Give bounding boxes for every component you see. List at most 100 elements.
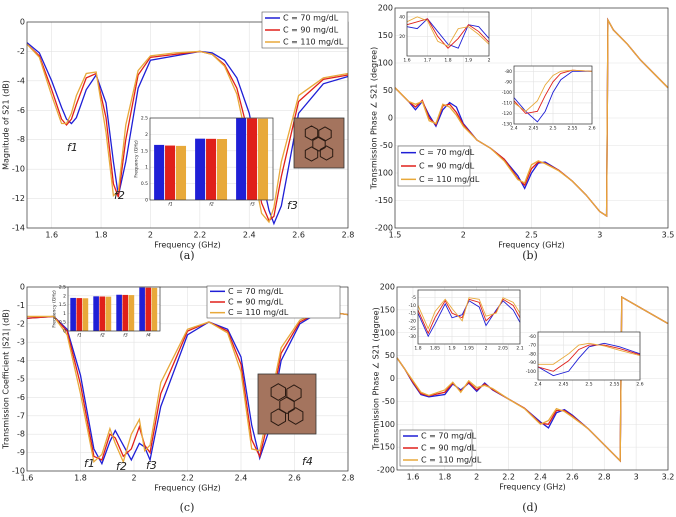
y-tick-label: -25: [409, 326, 416, 332]
annotation: f1: [67, 141, 78, 154]
legend-label: C = 110 mg/dL: [421, 456, 482, 465]
x-tick-label: f1: [77, 333, 82, 339]
y-tick-label: 0.5: [59, 320, 66, 326]
y-tick-label: -10: [12, 165, 25, 174]
x-tick-label: 2.8: [342, 231, 355, 240]
x-tick-label: 1.7: [424, 58, 431, 64]
y-tick-label: -120: [502, 111, 512, 117]
axes-frame: [26, 21, 349, 229]
y-tick-label: -80: [505, 69, 512, 75]
bar: [175, 145, 187, 200]
series-line: [417, 300, 521, 338]
y-tick-label: 2: [63, 293, 66, 299]
x-tick-label: 1.8: [414, 346, 421, 352]
y-tick-label: -110: [502, 100, 512, 106]
y-tick-label: -2: [17, 47, 25, 56]
x-tick-label: 1.9: [448, 346, 455, 352]
benzene-ring: [270, 408, 286, 427]
panel-caption: (d): [522, 501, 538, 514]
axes-frame: [537, 331, 641, 381]
y-tick-label: 0: [20, 18, 25, 27]
bar: [122, 294, 129, 331]
y-tick-label: -30: [409, 334, 416, 340]
panel-caption: (a): [179, 249, 194, 262]
x-tick-label: 1.6: [21, 474, 34, 483]
x-tick-label: f3: [123, 333, 128, 339]
y-tick-label: 150: [378, 31, 393, 40]
x-tick-label: f2: [100, 333, 105, 339]
y-tick-label: 0: [63, 329, 66, 335]
y-tick-label: -14: [12, 224, 25, 233]
legend-box: [206, 285, 341, 319]
x-tick-label: 2.05: [498, 346, 508, 352]
axes-frame: [513, 65, 593, 125]
series-line: [396, 295, 669, 463]
x-tick-label: 2: [131, 474, 136, 483]
axes-frame: [396, 286, 669, 471]
series-line: [26, 43, 349, 222]
benzene-ring: [270, 383, 286, 401]
bar: [76, 298, 83, 331]
y-tick-label: 50: [383, 86, 393, 95]
y-tick-label: -150: [375, 196, 393, 205]
y-tick-label: -60: [529, 334, 536, 340]
x-axis-label: Frequency (GHz): [499, 482, 566, 491]
y-tick-label: 100: [378, 59, 393, 68]
bar: [145, 287, 152, 331]
bar: [247, 118, 258, 200]
y-axis-label: Magnitude of S21 (dB): [2, 80, 11, 170]
y-tick-label: -130: [502, 122, 512, 128]
y-axis-label: Transmission Coefficient |S21| (dB): [2, 309, 11, 450]
x-tick-label: 1.8: [74, 474, 87, 483]
x-tick-label: 3: [634, 473, 639, 482]
x-tick-label: 1.6: [403, 58, 410, 64]
x-axis-label: Frequency (GHz): [498, 240, 565, 249]
benzene-ring: [304, 125, 319, 141]
bar: [216, 138, 228, 200]
legend-label: C = 110 mg/dL: [228, 308, 289, 317]
y-tick-label: 20: [399, 34, 405, 40]
benzene-ring: [319, 145, 334, 161]
x-tick-label: 2.6: [588, 126, 595, 132]
axes-frame: [406, 11, 490, 57]
x-tick-label: 2.4: [235, 474, 248, 483]
y-tick-label: -5: [17, 375, 25, 384]
x-tick-label: 1.9: [465, 58, 472, 64]
x-tick-label: 1.8: [438, 473, 451, 482]
benzene-ring: [288, 407, 304, 425]
axes-frame: [149, 117, 274, 201]
x-tick-label: 2: [461, 231, 466, 240]
x-tick-label: 1.6: [45, 231, 58, 240]
x-tick-label: 2: [148, 231, 153, 240]
x-tick-label: 2.4: [510, 126, 517, 132]
annotation: f2: [116, 460, 127, 473]
y-tick-label: 0: [145, 198, 148, 204]
y-tick-label: -200: [377, 466, 395, 475]
x-tick-label: 2.2: [502, 473, 515, 482]
y-tick-label: 1.5: [59, 302, 66, 308]
legend-label: C = 110 mg/dL: [283, 38, 344, 47]
x-tick-label: 2: [474, 473, 479, 482]
y-tick-label: -100: [502, 90, 512, 96]
bar: [105, 296, 112, 331]
y-tick-label: -6: [17, 106, 25, 115]
annotation: f3: [287, 199, 298, 212]
y-tick-label: 200: [378, 4, 393, 13]
y-tick-label: -90: [529, 360, 536, 366]
y-tick-label: 0: [390, 374, 395, 383]
x-tick-label: 1.8: [444, 58, 451, 64]
legend-label: C = 70 mg/dL: [421, 432, 477, 441]
axes-frame: [67, 286, 161, 332]
x-tick-label: 2: [488, 58, 491, 64]
series-line: [537, 342, 641, 377]
bar: [257, 118, 269, 200]
bar: [151, 287, 158, 331]
y-tick-label: -50: [380, 141, 393, 150]
y-tick-label: 100: [380, 328, 395, 337]
y-axis-label: Transmission Phase ∠ S21 (degree): [372, 307, 381, 450]
y-tick-label: -1: [17, 301, 25, 310]
y-tick-label: -6: [17, 393, 25, 402]
x-axis-label: Frequency (GHz): [154, 483, 221, 492]
y-tick-label: -20: [409, 318, 416, 324]
